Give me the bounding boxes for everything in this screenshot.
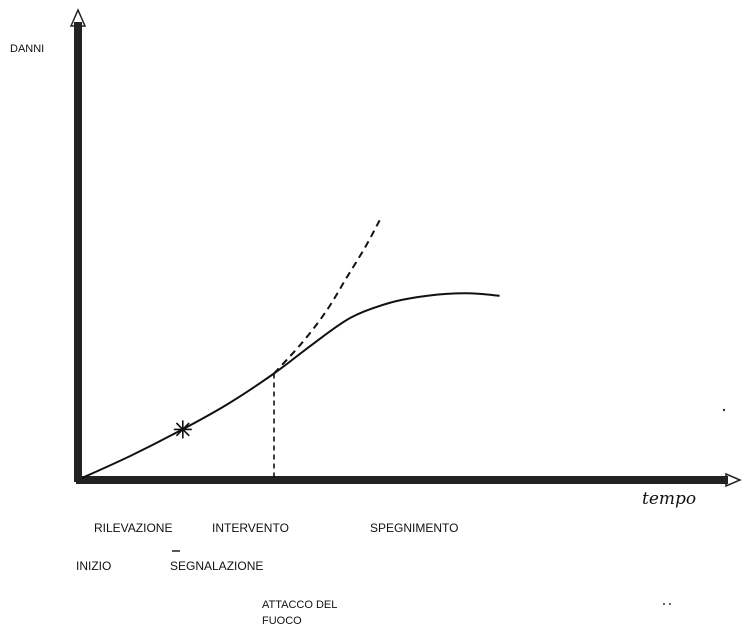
y-axis-label: DANNI [10, 43, 44, 55]
x-axis-arrow [725, 472, 742, 488]
speck [722, 408, 726, 412]
annotation-rilevazione: RILEVAZIONE [94, 521, 172, 535]
marker-star-stroke [175, 422, 190, 437]
annotation-attacco-del: ATTACCO DEL [262, 599, 337, 611]
x-axis-label: tempo [642, 489, 696, 509]
y-axis-arrow [69, 8, 87, 27]
annotation-fuoco: FUOCO [262, 615, 302, 627]
marker-star [173, 420, 192, 439]
series-solid-line [81, 292, 500, 479]
speck [669, 603, 671, 605]
speck [663, 603, 665, 605]
annotation-spegnimento: SPEGNIMENTO [370, 521, 458, 535]
annotation-segnalazione: SEGNALAZIONE [170, 559, 263, 573]
annotation-inizio: INIZIO [76, 559, 111, 573]
series-dashed-line [273, 219, 381, 375]
annotation-intervento: INTERVENTO [212, 521, 289, 535]
